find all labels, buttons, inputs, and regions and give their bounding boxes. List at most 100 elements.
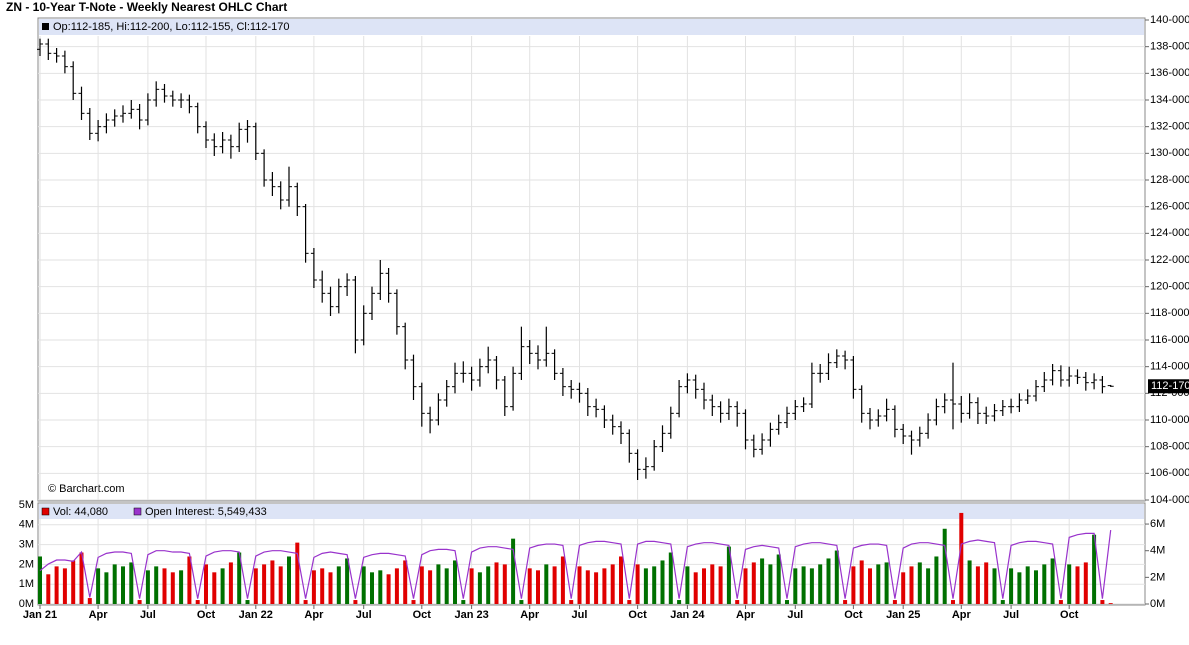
volume-bar (702, 568, 706, 604)
volume-bar (843, 600, 848, 604)
volume-bar (353, 600, 358, 604)
x-tick-label: Jan 23 (454, 609, 488, 621)
volume-bar (453, 560, 457, 604)
volume-bar (311, 570, 316, 604)
volume-bar (129, 562, 134, 604)
volume-bar (253, 568, 258, 604)
x-tick-label: Jan 25 (886, 609, 920, 621)
volume-bar (635, 564, 640, 604)
volume-bar (436, 564, 441, 604)
x-tick-label: Jul (1003, 609, 1019, 621)
volume-bar (1025, 566, 1030, 604)
y-tick-label: 126-000 (1150, 201, 1189, 213)
open-interest-line (39, 529, 1112, 599)
volume-bar (610, 564, 615, 604)
volume-bar (428, 570, 433, 604)
volume-bar (220, 568, 225, 604)
volume-bar (386, 574, 391, 604)
x-tick-label: Apr (736, 609, 756, 621)
y-tick-label: 110-000 (1150, 414, 1189, 426)
volume-bar (926, 568, 931, 604)
volume-bar (735, 600, 740, 604)
volume-bar (519, 600, 524, 604)
volume-bar (793, 568, 798, 604)
volume-bar (38, 556, 42, 604)
volume-bar (112, 564, 117, 604)
y-tick-label: 136-000 (1150, 67, 1189, 79)
volume-bar (594, 572, 599, 604)
volume-bar (469, 568, 474, 604)
volume-bar (718, 566, 723, 604)
volume-bar (1092, 534, 1097, 604)
volume-bar (419, 566, 424, 604)
x-tick-label: Oct (1060, 609, 1079, 621)
x-tick-label: Apr (304, 609, 324, 621)
y-tick-label: 114-000 (1150, 361, 1189, 373)
volume-bar (179, 570, 184, 604)
volume-bar (87, 598, 92, 604)
volume-bar (801, 566, 806, 604)
volume-bar (204, 564, 208, 604)
volume-bar (96, 568, 101, 604)
volume-bar (1034, 570, 1038, 604)
volume-bar (652, 566, 657, 604)
volume-bar (917, 562, 922, 604)
y-tick-label: 140-000 (1150, 14, 1189, 26)
y-tick-label: 106-000 (1150, 467, 1189, 479)
volume-bar (71, 560, 76, 604)
volume-bar (394, 568, 399, 604)
volume-bar (569, 600, 574, 604)
y-tick-label: 122-000 (1150, 254, 1189, 266)
y2-tick-label: 2M (1150, 571, 1165, 583)
x-tick-label: Jul (572, 609, 588, 621)
volume-bar (818, 564, 823, 604)
y-tick-label: 5M (19, 499, 34, 511)
volume-bar (826, 558, 831, 604)
y-tick-label: 132-000 (1150, 121, 1189, 133)
volume-bar (776, 554, 781, 604)
y-tick-label: 104-000 (1150, 494, 1189, 506)
y-tick-label: 2M (19, 558, 34, 570)
volume-bar (768, 564, 773, 604)
volume-bar (477, 572, 482, 604)
volume-bar (934, 556, 939, 604)
volume-bar (527, 568, 532, 604)
volume-bar (295, 542, 300, 604)
volume-bar (892, 600, 897, 604)
volume-bar (751, 562, 756, 604)
volume-bar (901, 572, 906, 604)
volume-bar (685, 566, 690, 604)
volume-bar (677, 600, 682, 604)
volume-bar (544, 564, 549, 604)
volume-bar (643, 568, 648, 604)
volume-bar (46, 574, 51, 604)
volume-bar (361, 566, 366, 604)
volume-bar (668, 552, 673, 604)
volume-bar (619, 556, 623, 604)
volume-bar (859, 560, 864, 604)
volume-bar (502, 564, 507, 604)
volume-bar (975, 566, 980, 604)
price-legend-band (39, 19, 1144, 35)
x-tick-label: Oct (844, 609, 863, 621)
y2-tick-label: 6M (1150, 518, 1165, 530)
volume-bar (486, 566, 491, 604)
legend-entry: Vol: 44,080 (53, 506, 108, 518)
volume-bar (876, 564, 881, 604)
volume-bar (411, 600, 416, 604)
x-tick-label: Jan 21 (23, 609, 57, 621)
chart-title: ZN - 10-Year T-Note - Weekly Nearest OHL… (6, 0, 287, 14)
last-price-label: 112-170 (1151, 380, 1189, 392)
volume-bar (303, 600, 308, 604)
volume-bar (585, 570, 590, 604)
volume-bar (726, 546, 731, 604)
volume-bar (909, 566, 914, 604)
volume-bar (79, 552, 84, 604)
volume-bar (760, 558, 765, 604)
x-tick-label: Oct (197, 609, 216, 621)
volume-bar (461, 600, 466, 604)
volume-bar (195, 600, 200, 604)
y-tick-label: 4M (19, 519, 34, 531)
legend-swatch (133, 507, 142, 516)
